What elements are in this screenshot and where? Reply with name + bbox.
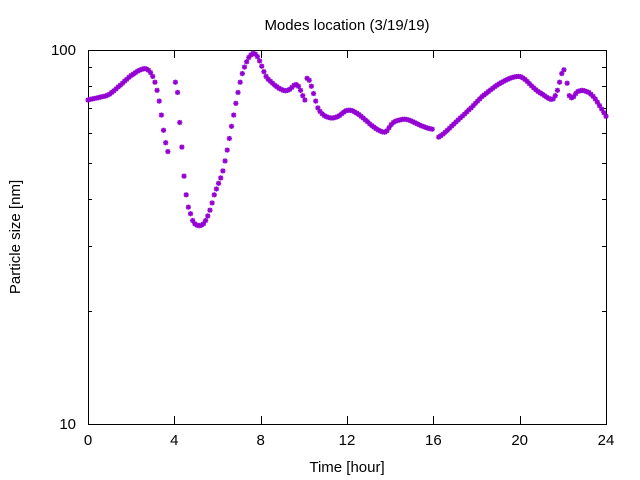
data-point	[592, 96, 598, 102]
data-point	[185, 204, 191, 210]
data-point	[308, 83, 314, 89]
data-point	[158, 112, 164, 118]
data-point	[156, 98, 162, 104]
data-points	[85, 50, 609, 229]
data-point	[559, 70, 565, 77]
data-point	[177, 119, 183, 126]
data-point	[313, 98, 319, 104]
data-point	[228, 123, 235, 129]
data-point	[261, 69, 267, 75]
x-tick-label: 8	[256, 432, 264, 449]
data-point	[224, 147, 230, 153]
data-point	[239, 70, 245, 77]
data-point	[315, 105, 321, 111]
data-point	[163, 140, 169, 146]
data-point	[310, 90, 317, 97]
data-point	[215, 180, 222, 186]
data-point	[252, 51, 258, 57]
y-tick-label: 10	[59, 416, 76, 433]
y-tick-label: 100	[51, 42, 76, 59]
data-point	[259, 63, 265, 69]
x-tick-label: 12	[339, 432, 356, 449]
data-point	[209, 200, 215, 206]
data-point	[603, 113, 609, 119]
data-point	[203, 217, 209, 224]
data-point	[300, 93, 306, 99]
data-point	[599, 106, 605, 112]
data-point	[174, 89, 181, 96]
data-point	[244, 59, 250, 65]
data-point	[552, 93, 558, 99]
data-point	[226, 135, 232, 142]
data-point	[218, 175, 224, 181]
data-point	[183, 192, 189, 198]
x-tick-label: 0	[84, 432, 92, 449]
data-point	[295, 83, 302, 89]
data-point	[187, 211, 194, 217]
data-point	[254, 54, 261, 60]
data-point	[256, 58, 263, 64]
data-point	[207, 207, 213, 213]
data-point	[556, 79, 563, 85]
data-point	[241, 64, 248, 70]
x-tick-label: 4	[170, 432, 178, 449]
data-point	[302, 97, 308, 103]
data-point	[152, 79, 158, 85]
data-point	[235, 89, 241, 96]
chart-title: Modes location (3/19/19)	[264, 17, 429, 34]
data-point	[213, 186, 220, 192]
x-tick-label: 16	[425, 432, 442, 449]
axis-ticks	[88, 50, 607, 425]
data-point	[220, 168, 226, 174]
data-point	[429, 126, 435, 132]
y-axis-label: Particle size [nm]	[7, 180, 24, 294]
data-point	[554, 87, 561, 93]
data-point	[150, 73, 156, 79]
data-point	[237, 79, 243, 85]
x-axis-label: Time [hour]	[309, 459, 384, 476]
data-point	[165, 148, 171, 155]
data-point	[179, 144, 185, 150]
data-point	[147, 70, 154, 76]
plot-frame	[88, 50, 607, 425]
data-point	[561, 67, 567, 73]
data-point	[231, 112, 237, 118]
data-point	[172, 79, 179, 85]
data-point	[205, 213, 211, 219]
data-point	[306, 77, 312, 83]
data-point	[297, 87, 304, 93]
data-point	[211, 192, 217, 198]
data-point	[564, 80, 570, 86]
data-point	[222, 158, 228, 164]
data-point	[154, 87, 160, 93]
data-point	[160, 127, 167, 133]
tick-labels: 0 4 8 12 16 20 24 10 100	[51, 42, 614, 449]
data-point	[601, 110, 607, 116]
x-tick-label: 20	[511, 432, 528, 449]
data-point	[181, 173, 187, 179]
x-tick-label: 24	[598, 432, 615, 449]
data-point	[233, 100, 239, 106]
